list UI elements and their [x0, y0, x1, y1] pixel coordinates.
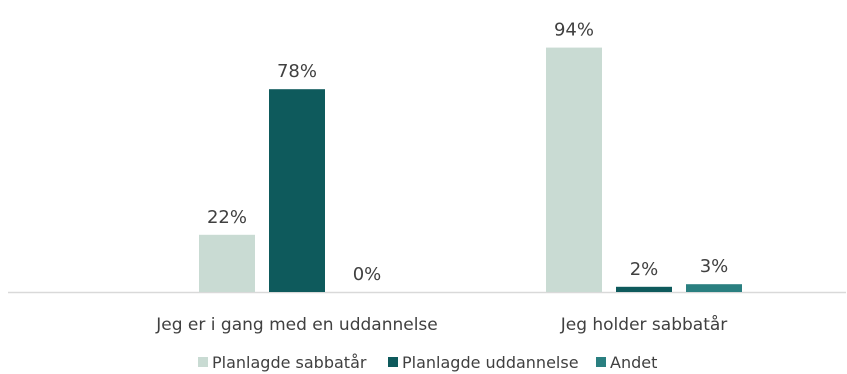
legend-swatch	[388, 357, 398, 367]
bar	[686, 284, 742, 292]
bar	[269, 89, 325, 292]
data-label: 22%	[207, 207, 247, 228]
legend-swatch	[596, 357, 606, 367]
legend-label: Planlagde sabbatår	[212, 353, 367, 372]
category-label: Jeg holder sabbatår	[560, 314, 728, 335]
data-label: 94%	[554, 20, 594, 41]
category-label: Jeg er i gang med en uddannelse	[155, 315, 438, 335]
data-label: 0%	[353, 264, 382, 285]
data-label: 78%	[277, 61, 317, 82]
legend-label: Andet	[610, 353, 657, 372]
data-label: 3%	[700, 256, 729, 277]
bar	[616, 286, 672, 292]
bar	[199, 234, 255, 292]
legend-swatch	[198, 357, 208, 367]
legend-label: Planlagde uddannelse	[402, 353, 579, 372]
data-label: 2%	[630, 259, 659, 280]
bar	[546, 47, 602, 292]
